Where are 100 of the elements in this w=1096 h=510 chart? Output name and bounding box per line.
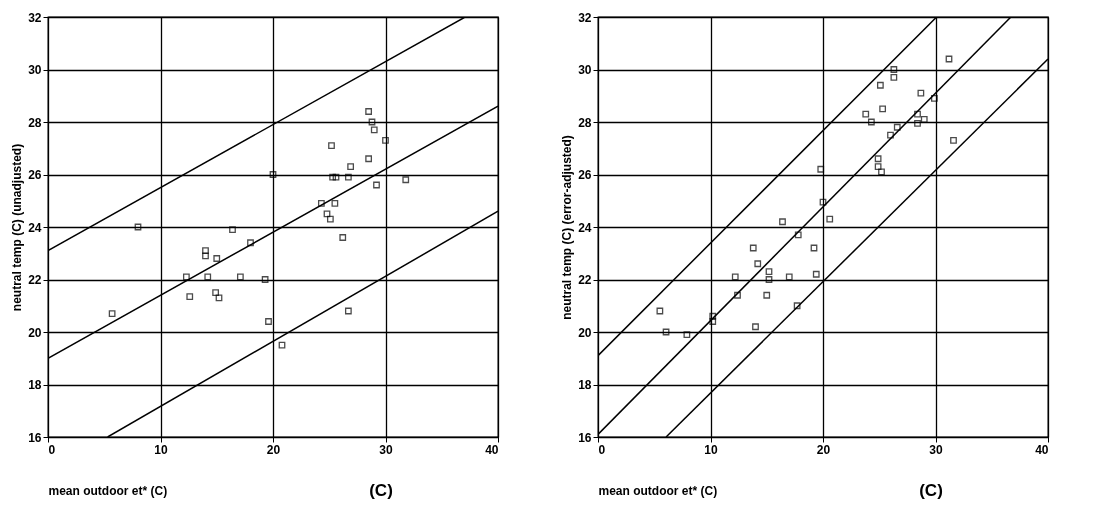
point [236, 273, 244, 281]
point [920, 115, 928, 123]
y-axis-title: neutral temp (C) (unadjusted) [10, 143, 25, 312]
point [914, 110, 921, 118]
point [731, 273, 739, 281]
point [683, 331, 691, 339]
x-tick-label: 40 [485, 442, 499, 457]
point [890, 73, 898, 81]
point [785, 273, 793, 281]
x-tick-label: 30 [379, 442, 393, 457]
point [709, 318, 717, 325]
point [893, 123, 901, 131]
y-tick-label: 22 [28, 273, 42, 287]
text: (C) [369, 481, 393, 500]
y-tick-label: 22 [578, 273, 592, 287]
point [662, 328, 670, 336]
point [826, 215, 834, 223]
point [247, 239, 254, 247]
point [365, 108, 373, 115]
point [373, 181, 380, 189]
x-tick-label: 20 [266, 442, 281, 457]
y-tick-label: 26 [28, 168, 42, 182]
y-axis-title: neutral temp (C) (error-adjusted) [560, 135, 575, 320]
point [204, 273, 212, 281]
point [709, 312, 717, 320]
y-tick-label: 24 [28, 220, 42, 235]
point [812, 270, 820, 278]
x-axis-title: mean outdoor et* (C) [598, 483, 718, 498]
x-axis-title: mean outdoor et* (C) [48, 483, 168, 498]
point [874, 155, 882, 163]
point [108, 310, 116, 318]
point [945, 55, 953, 63]
y-tick-label: 24 [578, 220, 592, 235]
point [134, 223, 142, 231]
point [763, 291, 771, 299]
point [402, 176, 410, 184]
point [269, 171, 277, 178]
y-tick-label: 18 [28, 378, 42, 392]
y-tick-label: 32 [28, 10, 42, 25]
point [265, 318, 272, 325]
y-tick-label: 18 [578, 378, 592, 392]
point [950, 136, 957, 144]
point [734, 291, 741, 299]
point [347, 163, 355, 171]
x-tick-label: 0 [48, 442, 56, 457]
point [215, 294, 223, 302]
point [212, 289, 220, 297]
y-tick-label: 30 [28, 63, 42, 77]
point [202, 252, 209, 260]
point [779, 218, 786, 226]
point [878, 168, 885, 176]
point [810, 244, 818, 252]
point [370, 126, 378, 134]
x-tick-label: 0 [598, 442, 606, 457]
point [368, 118, 376, 126]
point [879, 105, 887, 113]
point [752, 323, 759, 331]
x-tick-label: 40 [1035, 442, 1049, 457]
point [930, 94, 938, 102]
x-tick-label: 10 [704, 442, 718, 457]
point [382, 136, 389, 144]
x-tick-label: 10 [154, 442, 168, 457]
y-tick-label: 28 [578, 115, 592, 130]
point [317, 199, 325, 207]
point [876, 81, 884, 89]
point [329, 173, 337, 181]
text: (C) [919, 481, 943, 500]
point [749, 244, 757, 252]
point [323, 210, 331, 218]
point [278, 341, 286, 349]
y-tick-label: 16 [578, 430, 592, 445]
point [328, 142, 335, 150]
point [213, 255, 221, 262]
point [794, 231, 802, 239]
y-tick-label: 32 [578, 10, 592, 25]
point [186, 293, 194, 300]
x-tick-label: 20 [816, 442, 831, 457]
y-tick-label: 30 [578, 63, 592, 77]
point [229, 226, 236, 234]
point [332, 173, 340, 181]
point [862, 110, 870, 118]
point [182, 273, 190, 281]
point [819, 198, 827, 206]
x-tick-label: 30 [929, 442, 943, 457]
point [914, 119, 921, 127]
point [867, 118, 875, 126]
point [754, 260, 762, 268]
y-tick-label: 20 [578, 325, 592, 340]
point [917, 89, 925, 97]
y-tick-label: 28 [28, 115, 42, 130]
point [887, 131, 894, 139]
point [202, 247, 209, 255]
point [344, 173, 352, 181]
point [793, 302, 801, 310]
point [874, 163, 882, 171]
point [365, 155, 373, 163]
point [339, 234, 347, 241]
point [817, 165, 825, 173]
point [765, 268, 773, 276]
point [261, 276, 269, 283]
